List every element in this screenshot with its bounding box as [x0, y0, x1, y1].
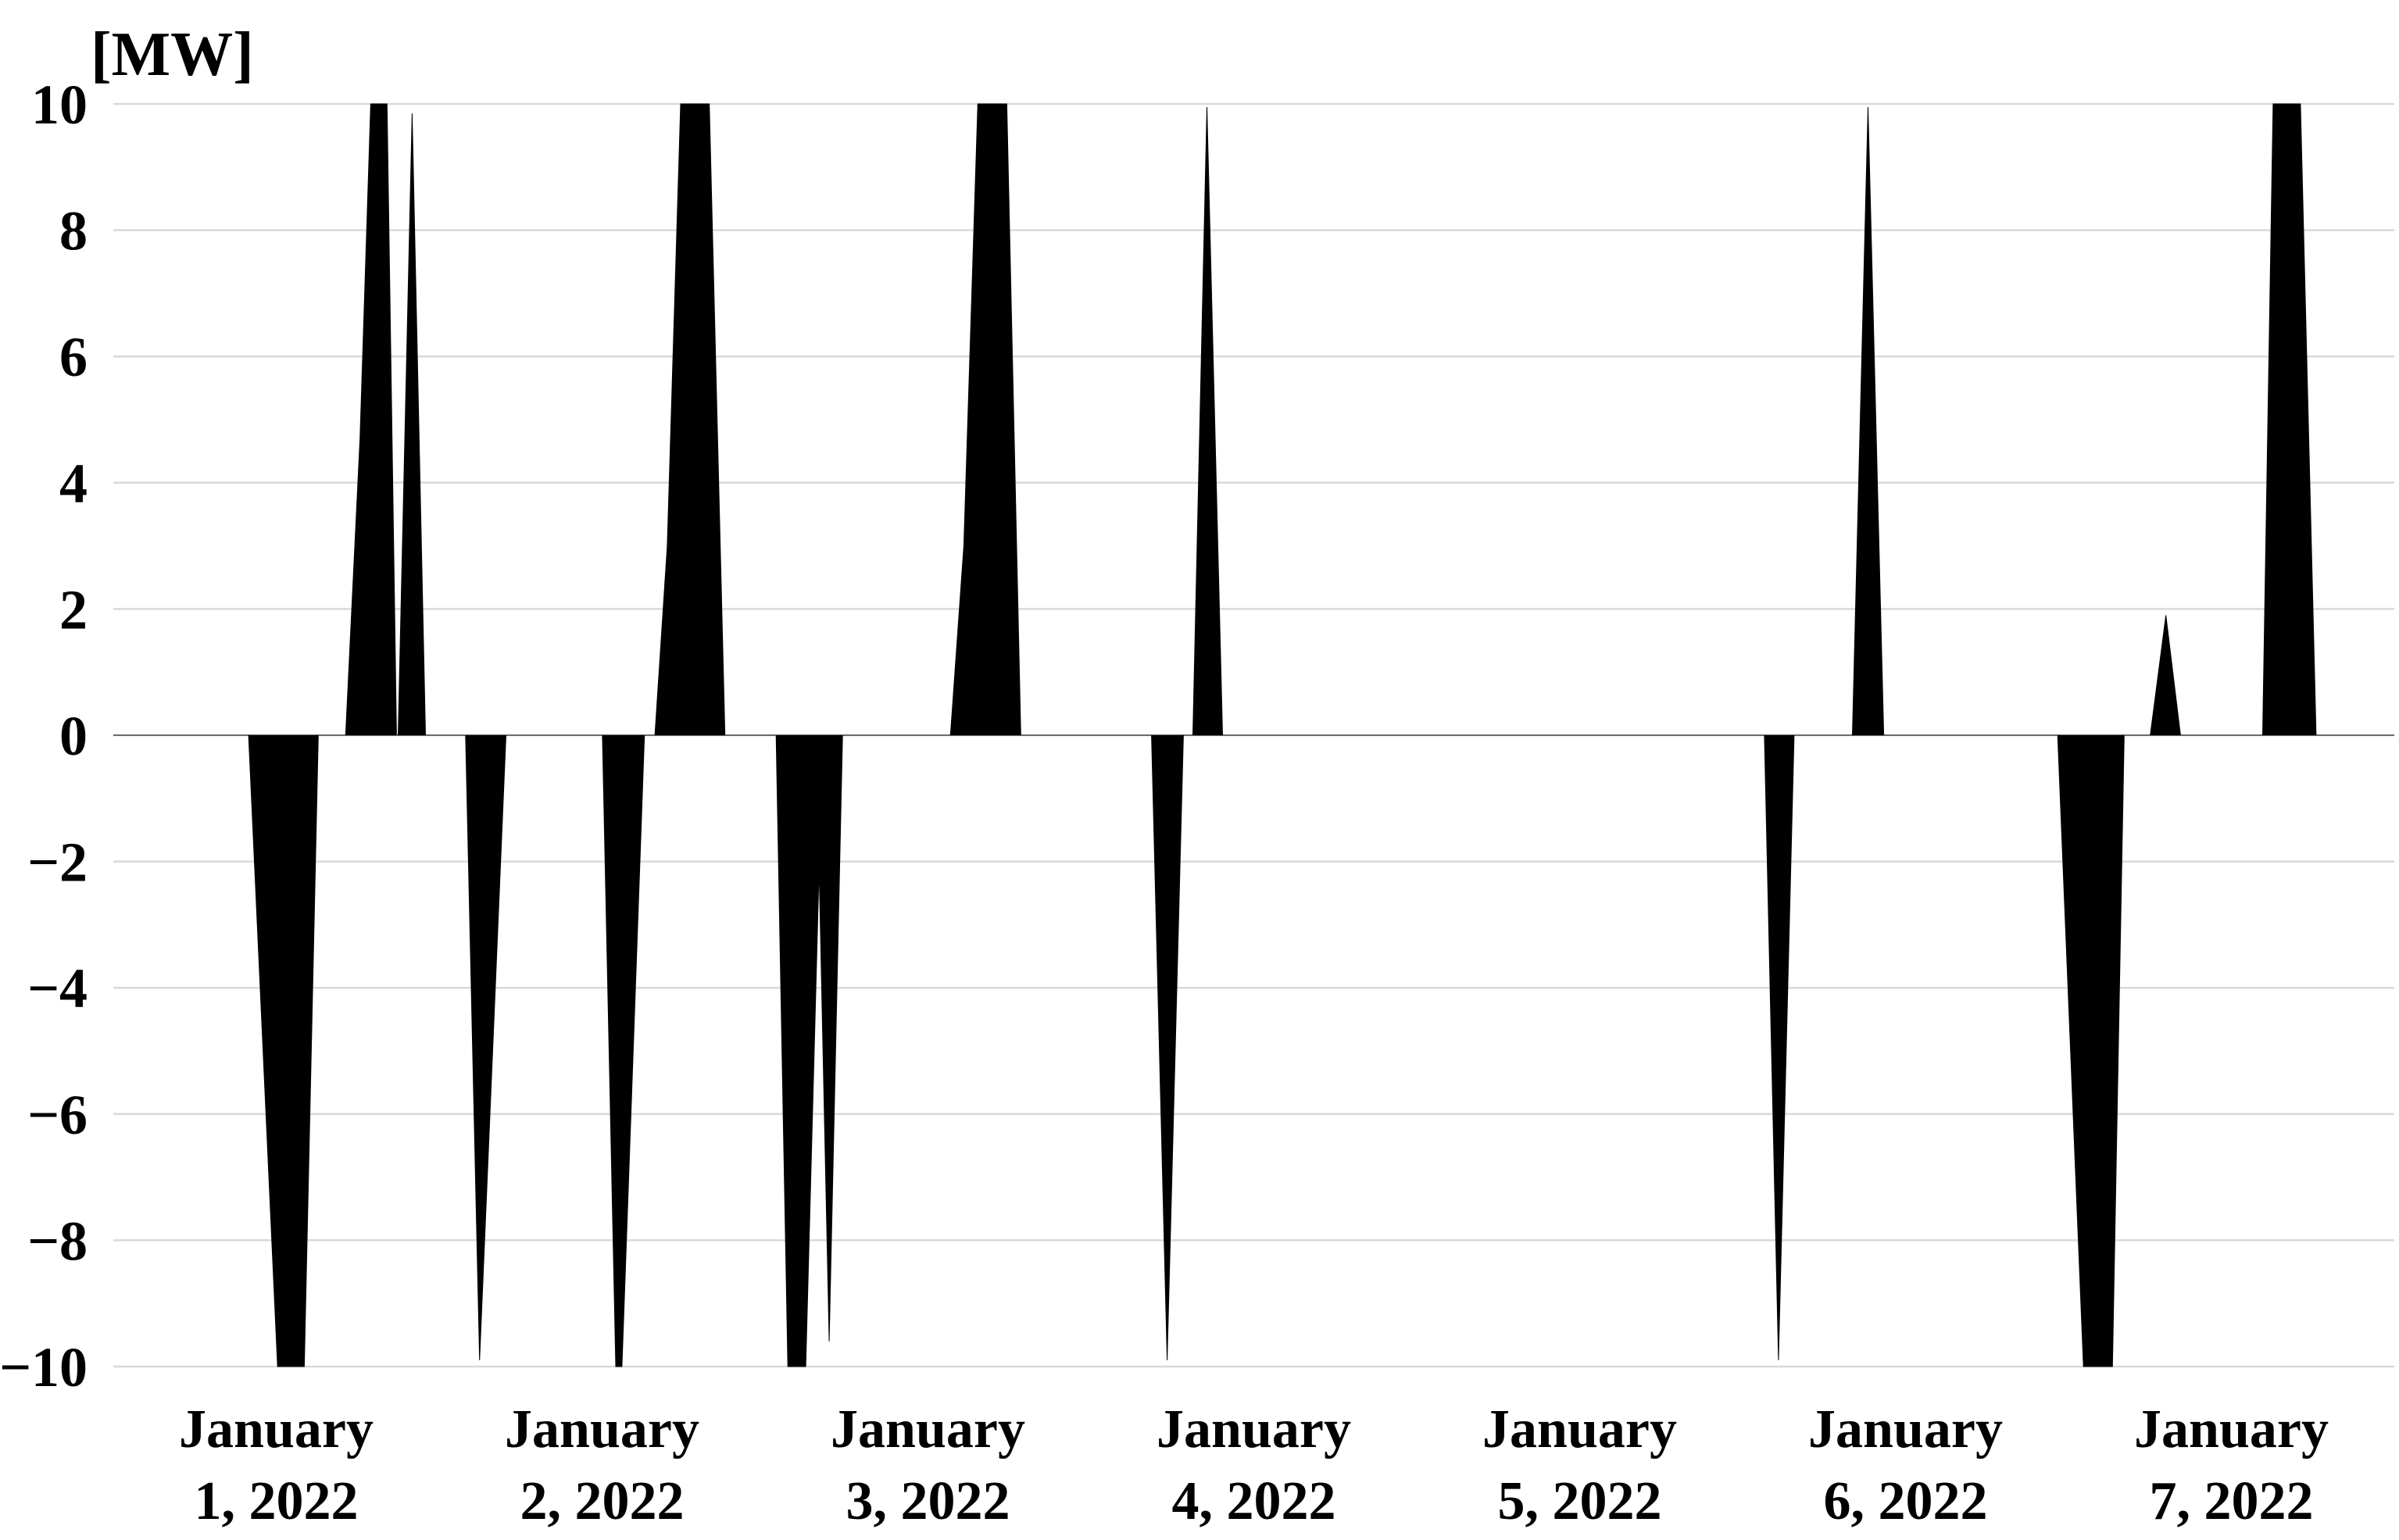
x-axis-labels: January 1, 2022 January 2, 2022 January 3, 20…: [179, 1399, 2329, 1531]
x-axis-label-day2-line2: 2, 2022: [520, 1471, 685, 1531]
x-axis-label-day4-line1: January: [1157, 1399, 1351, 1460]
y-axis-unit-label: [MW]: [91, 20, 254, 89]
y-tick-label--2: −2: [27, 831, 88, 894]
x-axis-label-day3-line2: 3, 2022: [846, 1471, 1010, 1531]
x-axis-label-day7-line2: 7, 2022: [2150, 1471, 2314, 1531]
x-axis-label-day3-line1: January: [831, 1399, 1025, 1460]
y-tick-label-4: 4: [59, 452, 88, 515]
y-tick-label-8: 8: [59, 200, 88, 263]
y-tick-label--8: −8: [27, 1209, 88, 1272]
x-axis-label-day5-line1: January: [1482, 1399, 1677, 1460]
x-axis-label-day6-line2: 6, 2022: [1824, 1471, 1988, 1531]
x-axis-label-day5-line2: 5, 2022: [1498, 1471, 1662, 1531]
x-axis-label-day1-line2: 1, 2022: [195, 1471, 359, 1531]
x-axis-label-day7-line1: January: [2134, 1399, 2329, 1460]
y-tick-label-0: 0: [59, 705, 88, 767]
x-axis-label-day4-line2: 4, 2022: [1172, 1471, 1336, 1531]
y-tick-label-6: 6: [59, 326, 88, 388]
y-tick-label--6: −6: [27, 1084, 88, 1146]
y-tick-label--10: −10: [0, 1336, 88, 1399]
y-tick-label--4: −4: [27, 957, 88, 1020]
y-tick-label-10: 10: [31, 73, 88, 136]
x-axis-label-day6-line1: January: [1808, 1399, 2003, 1460]
x-axis-label-day2-line1: January: [505, 1399, 699, 1460]
y-tick-label-2: 2: [59, 578, 88, 641]
y-axis-tick-labels: 10 8 6 4 2 0 −2 −4 −6 −8 −10: [0, 73, 88, 1399]
x-axis-label-day1-line1: January: [179, 1399, 374, 1460]
series-area-power-imbalance: [113, 103, 2394, 1367]
